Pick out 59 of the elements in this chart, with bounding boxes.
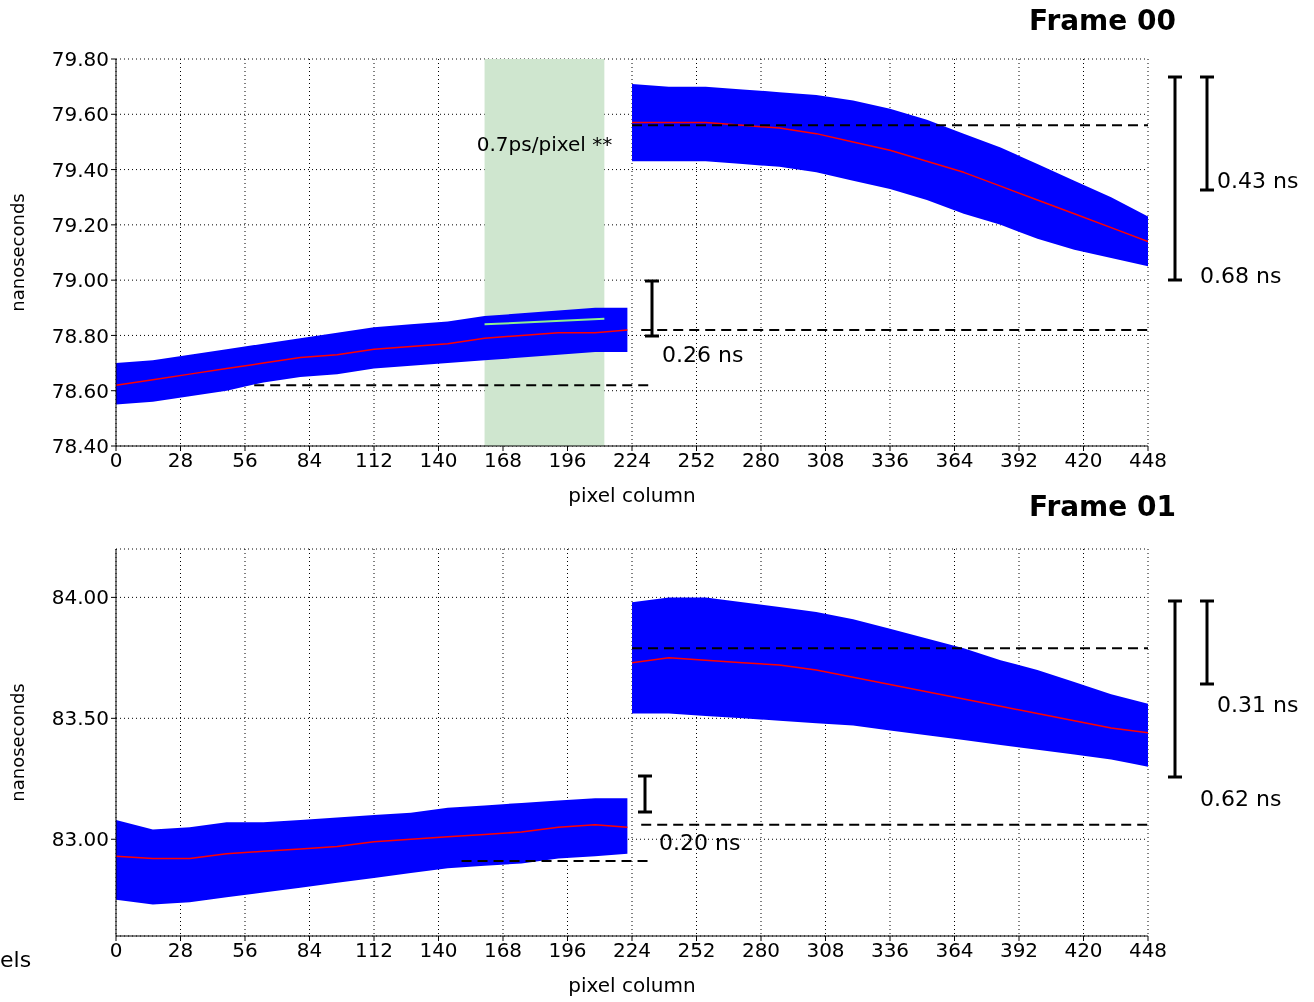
y-tick-label: 79.80 (51, 47, 109, 72)
y-tick-label: 79.60 (51, 102, 109, 127)
x-tick-label: 196 (548, 938, 587, 963)
text: 0.31 ns (1217, 692, 1299, 717)
x-tick-label: 448 (1128, 938, 1168, 963)
x-tick-label: 168 (483, 448, 523, 473)
y-tick-label: 79.00 (51, 268, 109, 293)
x-tick-label: 0 (109, 938, 123, 963)
x-tick-label: 392 (999, 938, 1039, 963)
text: 0.62 ns (1200, 786, 1282, 811)
y-tick-label: 79.20 (51, 212, 109, 237)
x-tick-label: 392 (999, 448, 1039, 473)
x-tick-label: 308 (806, 448, 845, 473)
x-tick-label: 252 (677, 938, 716, 963)
y-axis-title: nanoseconds (7, 193, 29, 312)
y-axis-title: nanoseconds (7, 683, 29, 802)
x-tick-label: 336 (870, 938, 910, 963)
text: els (0, 947, 32, 972)
x-tick-label: 336 (870, 448, 910, 473)
chart-title: Frame 01 (1029, 490, 1176, 523)
annotation: 0.26 ns (662, 342, 744, 367)
x-tick-label: 224 (612, 938, 652, 963)
x-axis-title: pixel column (568, 483, 696, 507)
x-tick-label: 140 (419, 938, 458, 963)
x-tick-label: 364 (935, 448, 974, 473)
x-tick-label: 56 (232, 448, 258, 473)
y-tick-label: 83.50 (51, 706, 109, 731)
y-tick-label: 78.80 (51, 323, 109, 348)
x-axis-title: pixel column (568, 973, 696, 997)
x-tick-label: 168 (483, 938, 523, 963)
x-tick-label: 112 (354, 938, 394, 963)
x-tick-label: 112 (354, 448, 394, 473)
text: 0.43 ns (1217, 168, 1299, 193)
x-tick-label: 252 (677, 448, 716, 473)
x-tick-label: 56 (232, 938, 258, 963)
y-tick-label: 78.40 (51, 434, 109, 459)
x-tick-label: 364 (935, 938, 974, 963)
y-tick-label: 83.00 (51, 827, 109, 852)
text: 0.68 ns (1200, 263, 1282, 288)
x-tick-label: 0 (109, 448, 123, 473)
x-tick-label: 84 (296, 938, 323, 963)
y-tick-label: 79.40 (51, 157, 109, 182)
x-tick-label: 308 (806, 938, 845, 963)
x-tick-label: 448 (1128, 448, 1168, 473)
x-tick-label: 196 (548, 448, 587, 473)
x-tick-label: 280 (741, 448, 781, 473)
x-tick-label: 420 (1064, 938, 1103, 963)
x-tick-label: 280 (741, 938, 781, 963)
annotation: 0.20 ns (659, 830, 741, 855)
y-tick-label: 84.00 (51, 585, 109, 610)
y-tick-label: 78.60 (51, 378, 109, 403)
band-label: 0.7ps/pixel ** (476, 132, 613, 157)
x-tick-label: 224 (612, 448, 652, 473)
chart-title: Frame 00 (1029, 4, 1176, 37)
x-tick-label: 420 (1064, 448, 1103, 473)
x-tick-label: 28 (167, 448, 194, 473)
x-tick-label: 84 (296, 448, 323, 473)
x-tick-label: 140 (419, 448, 458, 473)
x-tick-label: 28 (167, 938, 194, 963)
